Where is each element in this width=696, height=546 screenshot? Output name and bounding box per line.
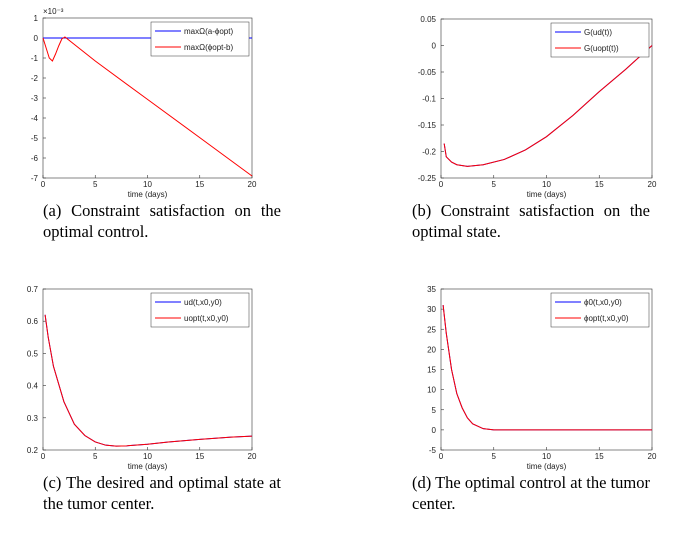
legend-box [550,292,650,328]
caption: (d) The optimal control at the tumor cen… [412,473,650,513]
y-tick-label: 20 [427,345,436,354]
y-tick-label: 30 [427,305,436,314]
y-tick-label: 0.5 [27,349,39,358]
legend-label: maxΩ(ϕopt-b) [184,43,233,52]
y-tick-label: -7 [31,174,39,183]
x-tick-label: 15 [595,452,604,461]
y-tick-label: 0.2 [27,446,39,455]
x-tick-label: 15 [595,180,604,189]
x-tick-label: 10 [143,452,152,461]
caption: (c) The desired and optimal state at the… [43,473,281,513]
x-tick-label: 20 [648,452,657,461]
y-tick-label: -6 [31,154,39,163]
y-tick-label: 35 [427,285,436,294]
legend-label: ϕ0(t,x0,y0) [584,298,622,307]
x-axis-label: time (days) [128,462,168,471]
y-tick-label: -0.1 [422,95,436,104]
legend-label: uopt(t,x0,y0) [184,314,229,323]
caption: (b) Constraint satisfaction on the optim… [412,201,650,241]
x-tick-label: 10 [143,180,152,189]
y-tick-label: 0 [432,42,437,51]
y-tick-label: 25 [427,325,436,334]
x-tick-label: 5 [492,180,497,189]
y-tick-label: -2 [31,74,39,83]
x-tick-label: 5 [492,452,497,461]
y-tick-label: 0.7 [27,285,39,294]
x-tick-label: 20 [648,180,657,189]
legend-label: G(ud(t)) [584,28,612,37]
caption: (a) Constraint satisfaction on the optim… [43,201,281,241]
series-line [44,314,253,447]
y-tick-label: -5 [429,446,437,455]
y-tick-label: -1 [31,54,39,63]
y-tick-label: 0.4 [27,382,39,391]
legend-label: G(uopt(t)) [584,44,619,53]
x-tick-label: 0 [41,180,46,189]
legend-box [550,22,650,58]
y-tick-label: -3 [31,94,39,103]
y-tick-label: 0.3 [27,414,39,423]
legend-label: maxΩ(a-ϕopt) [184,27,233,36]
y-tick-label: -0.05 [418,68,437,77]
x-tick-label: 15 [195,452,204,461]
y-tick-label: 0.6 [27,317,39,326]
series-line [42,36,253,177]
legend-label: ϕopt(t,x0,y0) [584,314,629,323]
y-exponent: ×10⁻³ [43,7,64,16]
y-tick-label: -0.2 [422,148,436,157]
x-axis-label: time (days) [527,190,567,199]
legend-box [150,21,250,57]
x-tick-label: 0 [439,452,444,461]
x-tick-label: 10 [542,452,551,461]
y-tick-label: -4 [31,114,39,123]
x-tick-label: 15 [195,180,204,189]
x-axis-label: time (days) [128,190,168,199]
legend-label: ud(t,x0,y0) [184,298,222,307]
y-tick-label: 15 [427,366,436,375]
x-axis-label: time (days) [527,462,567,471]
x-tick-label: 5 [93,452,98,461]
x-tick-label: 0 [41,452,46,461]
y-tick-label: 5 [432,406,437,415]
x-tick-label: 0 [439,180,444,189]
x-tick-label: 10 [542,180,551,189]
y-tick-label: -0.25 [418,174,437,183]
y-tick-label: 1 [34,14,39,23]
x-tick-label: 5 [93,180,98,189]
legend-box [150,292,250,328]
y-tick-label: 10 [427,386,436,395]
x-tick-label: 20 [248,180,257,189]
y-tick-label: 0 [34,34,39,43]
y-tick-label: 0.05 [420,15,436,24]
series-line [443,45,653,167]
x-tick-label: 20 [248,452,257,461]
y-tick-label: -0.15 [418,121,437,130]
series-line [442,305,652,431]
y-tick-label: -5 [31,134,39,143]
y-tick-label: 0 [432,426,437,435]
